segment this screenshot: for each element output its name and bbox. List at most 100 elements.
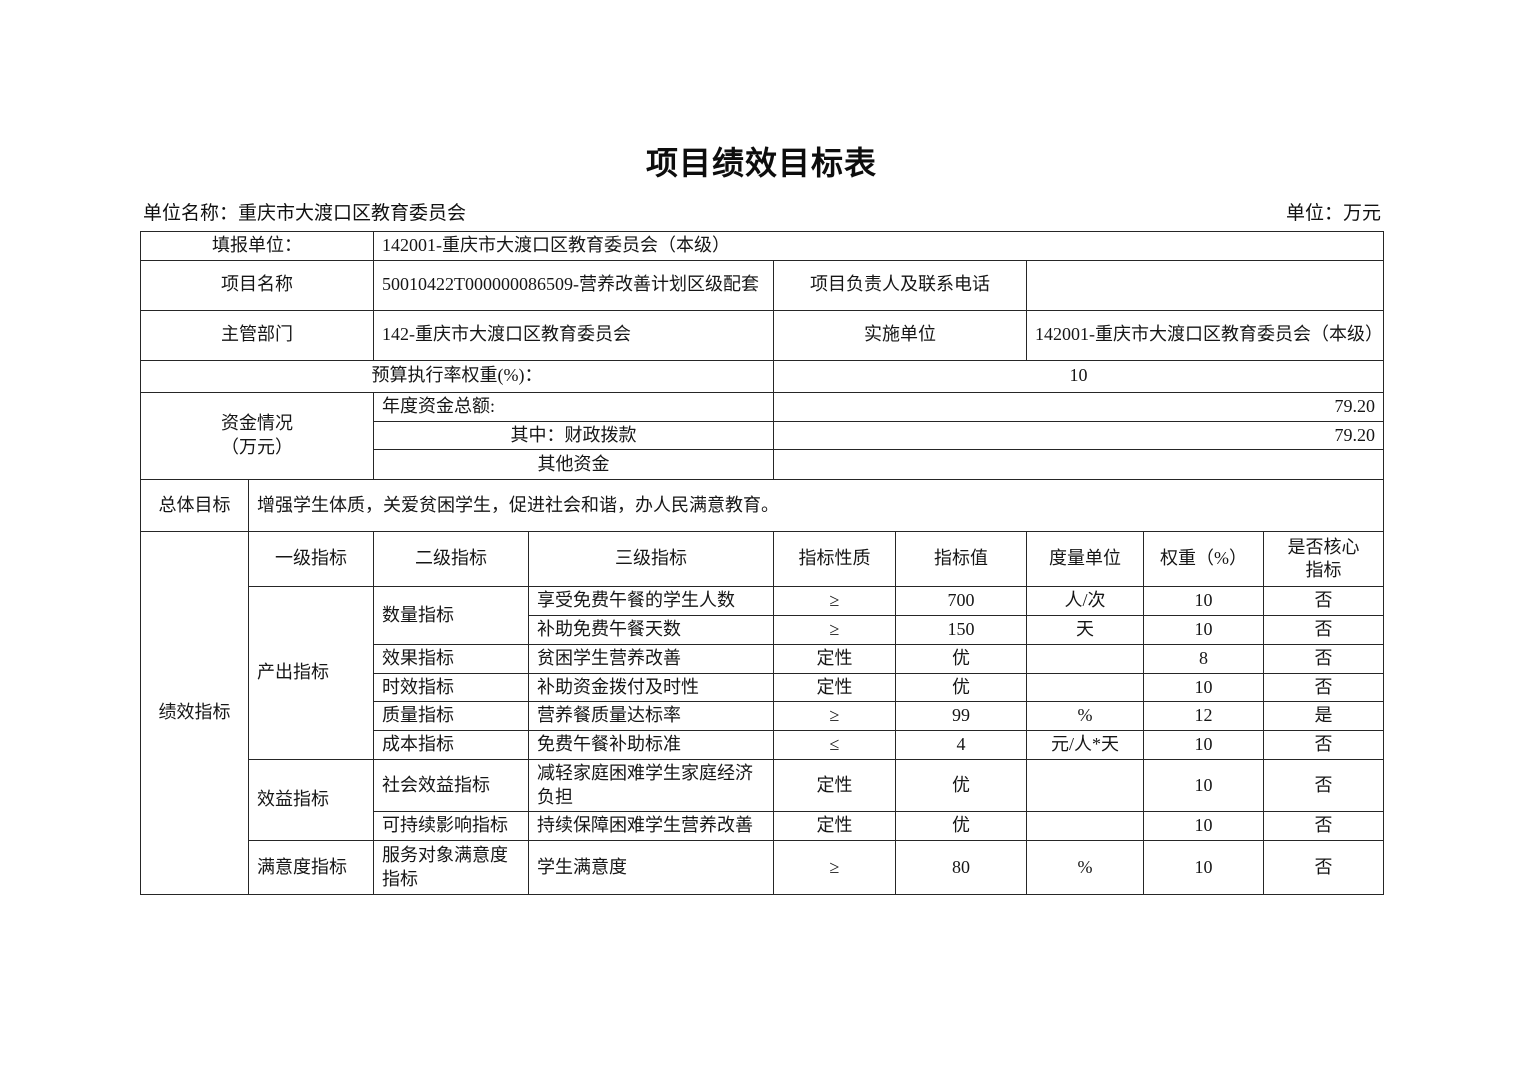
fiscal-alloc-value-cell: 79.20 (772, 420, 1385, 451)
weight-cell: 10 (1143, 586, 1264, 616)
unit-cell (1026, 643, 1144, 674)
level2-cell: 社会效益指标 (373, 758, 529, 813)
level1-satisfaction-cell: 满意度指标 (248, 840, 374, 895)
header-level2: 二级指标 (373, 531, 529, 588)
level3-cell: 学生满意度 (528, 840, 774, 895)
overall-goal-label-cell: 总体目标 (140, 479, 249, 533)
header-unit: 度量单位 (1026, 531, 1144, 588)
value-cell: 优 (895, 758, 1027, 813)
unit-cell (1026, 811, 1144, 841)
core-cell: 否 (1262, 730, 1385, 760)
row-indicator-header: 绩效指标 一级指标 二级指标 三级指标 指标性质 指标值 度量单位 权重（%） … (140, 531, 1385, 895)
currency-unit-text: 单位：万元 (1285, 203, 1381, 224)
value-cell: 700 (895, 586, 1027, 616)
nature-cell: ≥ (773, 586, 896, 616)
header-weight: 权重（%） (1143, 531, 1264, 588)
nature-cell: ≥ (773, 701, 896, 731)
nature-cell: ≥ (773, 840, 896, 895)
weight-cell: 8 (1143, 643, 1264, 674)
core-cell: 否 (1262, 811, 1385, 841)
filling-unit-label-cell: 填报单位： (140, 231, 374, 261)
row-overall-goal: 总体目标 增强学生体质，关爱贫困学生，促进社会和谐，办人民满意教育。 (140, 479, 1385, 533)
core-cell: 否 (1262, 615, 1385, 645)
unit-cell: % (1026, 701, 1144, 731)
weight-cell: 10 (1143, 730, 1264, 760)
weight-cell: 10 (1143, 811, 1264, 841)
header-core: 是否核心 指标 (1262, 531, 1385, 588)
level2-cell: 可持续影响指标 (373, 811, 529, 841)
level3-cell: 减轻家庭困难学生家庭经济负担 (528, 758, 774, 813)
weight-cell: 10 (1143, 615, 1264, 645)
indicator-row: 产出指标 数量指标 享受免费午餐的学生人数 ≥ 700 人/次 10 否 (141, 586, 1385, 760)
indicator-row: 时效指标 补助资金拨付及时性 定性 优 10 否 (141, 672, 1385, 703)
indicator-row: 补助免费午餐天数 ≥ 150 天 10 否 (141, 615, 1385, 645)
overall-goal-value-cell: 增强学生体质，关爱贫困学生，促进社会和谐，办人民满意教育。 (247, 479, 1385, 533)
core-cell: 是 (1262, 701, 1385, 731)
core-cell: 否 (1262, 672, 1385, 703)
level1-output-cell: 产出指标 (248, 586, 374, 760)
indicator-row: 满意度指标 服务对象满意度指标 学生满意度 ≥ 80 % 10 否 (141, 840, 1385, 895)
budget-exec-rate-value-cell: 10 (772, 359, 1385, 393)
nature-cell: 定性 (773, 758, 896, 813)
value-cell: 优 (895, 672, 1027, 703)
nature-cell: 定性 (773, 672, 896, 703)
row-annual-total: 资金情况 （万元） 年度资金总额: 79.20 (140, 391, 1385, 481)
unit-cell (1026, 758, 1144, 813)
weight-cell: 10 (1143, 672, 1264, 703)
unit-name-text: 单位名称：重庆市大渡口区教育委员会 (143, 203, 467, 224)
nature-cell: 定性 (773, 643, 896, 674)
level3-cell: 持续保障困难学生营养改善 (528, 811, 774, 841)
fiscal-alloc-label-cell: 其中：财政拨款 (373, 420, 774, 451)
level3-cell: 营养餐质量达标率 (528, 701, 774, 731)
row-other-funds: 其他资金 (141, 449, 1385, 481)
value-cell: 150 (895, 615, 1027, 645)
level2-cell: 质量指标 (373, 701, 529, 731)
level2-cell: 效果指标 (373, 643, 529, 674)
row-dept-impl: 主管部门 142-重庆市大渡口区教育委员会 实施单位 142001-重庆市大渡口… (140, 309, 1385, 361)
indicator-row: 可持续影响指标 持续保障困难学生营养改善 定性 优 10 否 (141, 811, 1385, 841)
level1-benefit-cell: 效益指标 (248, 758, 374, 842)
level3-cell: 免费午餐补助标准 (528, 730, 774, 760)
level2-cell: 数量指标 (373, 586, 529, 645)
level2-cell: 时效指标 (373, 672, 529, 703)
unit-cell: 元/人*天 (1026, 730, 1144, 760)
nature-cell: ≤ (773, 730, 896, 760)
level2-cell: 成本指标 (373, 730, 529, 760)
project-name-value-cell: 50010422T000000086509-营养改善计划区级配套 (373, 259, 774, 311)
meta-row: 单位名称：重庆市大渡口区教育委员会 单位：万元 (140, 201, 1383, 227)
row-fiscal-alloc: 其中：财政拨款 79.20 (141, 420, 1385, 451)
indicator-row: 质量指标 营养餐质量达标率 ≥ 99 % 12 是 (141, 701, 1385, 731)
page-title: 项目绩效目标表 (645, 145, 877, 181)
header-nature: 指标性质 (773, 531, 896, 588)
weight-cell: 12 (1143, 701, 1264, 731)
unit-cell (1026, 672, 1144, 703)
nature-cell: ≥ (773, 615, 896, 645)
nature-cell: 定性 (773, 811, 896, 841)
level3-cell: 补助免费午餐天数 (528, 615, 774, 645)
row-budget-exec-rate: 预算执行率权重(%)： 10 (140, 359, 1385, 393)
core-cell: 否 (1262, 758, 1385, 813)
filling-unit-value-cell: 142001-重庆市大渡口区教育委员会（本级） (372, 231, 1385, 261)
weight-cell: 10 (1143, 758, 1264, 813)
value-cell: 80 (895, 840, 1027, 895)
value-cell: 99 (895, 701, 1027, 731)
unit-cell: % (1026, 840, 1144, 895)
other-funds-label-cell: 其他资金 (373, 449, 774, 481)
impl-unit-value-cell: 142001-重庆市大渡口区教育委员会（本级） (1025, 309, 1385, 361)
impl-unit-label-cell: 实施单位 (773, 309, 1027, 361)
indicator-row: 成本指标 免费午餐补助标准 ≤ 4 元/人*天 10 否 (141, 730, 1385, 760)
core-cell: 否 (1262, 840, 1385, 895)
level2-cell: 服务对象满意度指标 (373, 840, 529, 895)
project-leader-value-cell (1025, 259, 1385, 311)
funds-section-label-cell: 资金情况 （万元） (140, 391, 374, 481)
project-name-label-cell: 项目名称 (140, 259, 374, 311)
weight-cell: 10 (1143, 840, 1264, 895)
performance-target-table: 填报单位： 142001-重庆市大渡口区教育委员会（本级） 项目名称 50010… (140, 231, 1385, 895)
project-leader-label-cell: 项目负责人及联系电话 (773, 259, 1027, 311)
header-value: 指标值 (895, 531, 1027, 588)
row-filling-unit: 填报单位： 142001-重庆市大渡口区教育委员会（本级） (140, 231, 1385, 261)
value-cell: 4 (895, 730, 1027, 760)
core-cell: 否 (1262, 586, 1385, 616)
budget-exec-rate-label-cell: 预算执行率权重(%)： (140, 359, 774, 393)
